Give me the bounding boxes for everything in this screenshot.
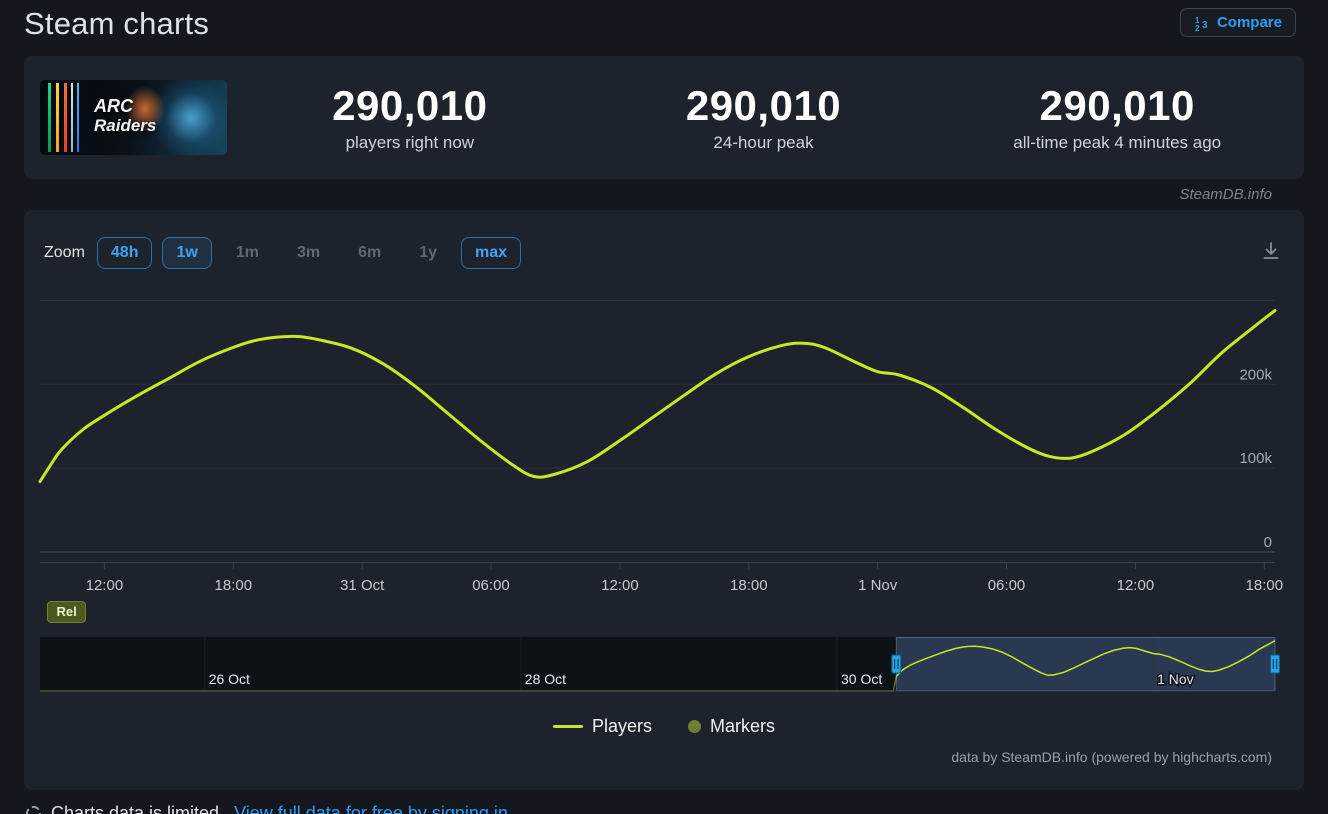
top-bar: Steam charts 1 2 3 Compare bbox=[24, 0, 1304, 56]
navigator-left-handle[interactable] bbox=[891, 654, 902, 674]
chart-legend: Players Markers bbox=[24, 716, 1304, 737]
x-axis-label: 12:00 bbox=[1117, 577, 1155, 594]
chart-credits: data by SteamDB.info (powered by highcha… bbox=[951, 749, 1272, 765]
zoom-1y-button[interactable]: 1y bbox=[405, 237, 451, 269]
svg-text:2: 2 bbox=[1195, 24, 1200, 31]
sign-in-link[interactable]: View full data for free by signing in. bbox=[234, 803, 513, 814]
download-icon bbox=[1263, 242, 1279, 259]
zoom-label: Zoom bbox=[44, 243, 85, 261]
stat-label: players right now bbox=[345, 133, 475, 152]
stat-value: 290,010 bbox=[685, 82, 842, 129]
players-line-swatch bbox=[552, 725, 583, 728]
x-axis-label: 06:00 bbox=[988, 577, 1026, 594]
game-art-character bbox=[125, 86, 165, 132]
game-art-stripes bbox=[48, 83, 90, 152]
chart-panel: Zoom 48h 1w 1m 3m 6m 1y max 0 100k 200k 12:00 18:0… bbox=[24, 210, 1304, 790]
players-series-line[interactable] bbox=[38, 309, 1277, 483]
x-axis-label: 12:00 bbox=[601, 577, 639, 594]
compare-button-label: Compare bbox=[1216, 14, 1282, 31]
zoom-buttons-group: 48h 1w 1m 3m 6m 1y max bbox=[96, 236, 522, 269]
stat-label: all-time peak 4 minutes ago bbox=[1013, 133, 1222, 152]
stat-24h-peak: 290,010 24-hour peak bbox=[593, 82, 935, 153]
limited-data-icon bbox=[26, 806, 41, 814]
stat-players-now: 290,010 players right now bbox=[239, 82, 581, 153]
chart-toolbar: Zoom 48h 1w 1m 3m 6m 1y max bbox=[24, 210, 1304, 269]
legend-players-label: Players bbox=[591, 716, 652, 736]
y-axis-label: 100k bbox=[1239, 450, 1272, 467]
zoom-6m-button[interactable]: 6m bbox=[344, 237, 395, 269]
y-axis-label: 0 bbox=[1264, 534, 1272, 551]
markers-circle-swatch bbox=[688, 720, 701, 733]
download-chart-button[interactable] bbox=[1258, 236, 1284, 269]
x-axis-label: 18:00 bbox=[730, 577, 768, 594]
chart-navigator[interactable]: 26 Oct 28 Oct 30 Oct 1 Nov bbox=[24, 633, 1304, 696]
stat-value: 290,010 bbox=[332, 82, 488, 129]
compare-numeric-icon: 1 2 3 bbox=[1195, 16, 1208, 31]
x-axis-label: 31 Oct bbox=[340, 577, 385, 594]
navigator-series-line bbox=[40, 640, 1276, 692]
footer-notice-row: Charts data is limited. View full data f… bbox=[24, 803, 1304, 814]
navigator-date-label: 26 Oct bbox=[209, 671, 250, 687]
game-art-title: ARC Raiders bbox=[94, 96, 157, 135]
stat-value: 290,010 bbox=[1039, 82, 1195, 129]
svg-text:3: 3 bbox=[1202, 20, 1208, 31]
legend-item-players[interactable]: Players bbox=[552, 716, 652, 737]
app-stats-panel: ARC Raiders 290,010 players right now 29… bbox=[24, 56, 1304, 179]
steamdb-watermark: SteamDB.info bbox=[1179, 186, 1272, 203]
svg-text:1: 1 bbox=[1195, 16, 1200, 25]
game-capsule-image[interactable]: ARC Raiders bbox=[40, 80, 227, 155]
x-axis-label: 18:00 bbox=[215, 577, 253, 594]
legend-markers-label: Markers bbox=[710, 716, 776, 736]
zoom-1m-button[interactable]: 1m bbox=[222, 237, 273, 269]
stat-alltime-peak: 290,010 all-time peak 4 minutes ago bbox=[946, 82, 1288, 153]
navigator-selection[interactable] bbox=[896, 637, 1275, 691]
zoom-3m-button[interactable]: 3m bbox=[283, 237, 334, 269]
players-chart[interactable]: 0 100k 200k 12:00 18:00 31 Oct 06:00 12:00 18:00… bbox=[24, 289, 1304, 601]
navigator-right-handle[interactable] bbox=[1270, 654, 1280, 674]
limited-data-text: Charts data is limited. bbox=[51, 803, 225, 814]
legend-item-markers[interactable]: Markers bbox=[688, 716, 775, 737]
navigator-date-label: 1 Nov bbox=[1157, 671, 1194, 687]
release-flag[interactable]: Rel bbox=[47, 601, 86, 624]
page-title: Steam charts bbox=[24, 6, 210, 41]
y-axis-label: 200k bbox=[1239, 366, 1272, 383]
x-axis-label: 12:00 bbox=[86, 577, 124, 594]
x-axis-label: 1 Nov bbox=[858, 577, 898, 594]
x-axis-label: 18:00 bbox=[1246, 577, 1284, 594]
navigator-date-label: 30 Oct bbox=[841, 671, 882, 687]
compare-button[interactable]: 1 2 3 Compare bbox=[1179, 8, 1296, 37]
navigator-date-label: 28 Oct bbox=[525, 671, 566, 687]
x-axis-label: 06:00 bbox=[472, 577, 510, 594]
stat-label: 24-hour peak bbox=[713, 133, 814, 152]
zoom-1w-button[interactable]: 1w bbox=[162, 236, 212, 269]
zoom-max-button[interactable]: max bbox=[461, 236, 522, 269]
zoom-48h-button[interactable]: 48h bbox=[96, 236, 153, 269]
navigator-mask-left bbox=[40, 637, 897, 691]
